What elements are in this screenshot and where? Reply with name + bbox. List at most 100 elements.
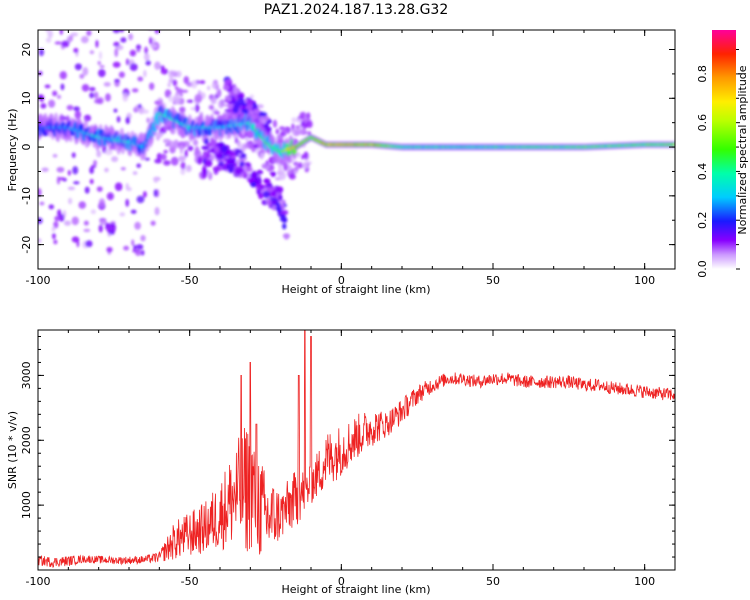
spectrogram-noise-blob (135, 244, 144, 250)
spectrogram-noise-blob (52, 154, 58, 158)
spectrogram-branch-blob (207, 142, 212, 147)
spectrogram-noise-blob (67, 169, 71, 176)
spectrogram-branch-blob (246, 177, 255, 183)
spectrogram-noise-blob (120, 37, 127, 43)
colorbar-tick-label: 0.2 (696, 211, 709, 229)
spectrogram-noise-blob (53, 221, 59, 229)
spectrogram-noise-blob (125, 198, 130, 207)
spectrogram-noise-blob (78, 201, 87, 209)
spectrogram-xtick-label: -100 (26, 274, 51, 287)
spectrogram-noise-blob (89, 166, 95, 174)
spectrogram-noise-blob (143, 53, 150, 61)
spectrogram-noise-blob (142, 191, 147, 198)
spectrogram-noise-blob (148, 25, 155, 30)
spectrogram-noise-blob (95, 40, 99, 48)
spectrogram-noise-blob (170, 156, 179, 166)
spectrogram-noise-blob (261, 163, 268, 169)
spectrogram-noise-blob (207, 85, 211, 91)
spectrogram-noise-blob (296, 151, 301, 159)
spectrogram-noise-blob (105, 93, 111, 102)
spectrogram-noise-blob (249, 94, 255, 99)
spectrogram-branch-blob (267, 182, 273, 189)
spectrogram-branch-blob (262, 190, 270, 199)
spectrogram-ylabel: Frequency (Hz) (6, 109, 19, 192)
spectrogram-noise-blob (300, 123, 308, 128)
spectrogram-noise-blob (179, 93, 183, 97)
spectrogram-noise-blob (38, 70, 43, 76)
spectrogram-noise-blob (113, 41, 120, 47)
spectrogram-noise-blob (128, 33, 134, 41)
spectrogram-noise-blob (293, 170, 298, 174)
spectrogram-noise-blob (83, 220, 89, 226)
spectrogram-noise-blob (73, 47, 79, 54)
spectrogram-noise-blob (112, 30, 121, 34)
spectrogram-noise-blob (168, 95, 173, 103)
spectrogram-noise-blob (112, 61, 121, 68)
spectrogram-branch-blob (234, 167, 243, 176)
spectrogram-noise-blob (173, 139, 180, 149)
snr-ytick-label: 2000 (20, 426, 33, 454)
spectrogram-branch-blob (283, 233, 290, 240)
spectrogram-ytick-label: -20 (20, 236, 33, 254)
spectrogram-noise-blob (153, 189, 158, 197)
spectrogram-noise-blob (156, 152, 162, 160)
spectrogram-noise-blob (271, 172, 276, 177)
colorbar-tick-label: 0.0 (696, 260, 709, 278)
spectrogram-frame (37, 29, 676, 270)
spectrogram-noise-blob (275, 128, 280, 135)
spectrogram-noise-blob (61, 17, 67, 24)
spectrogram-noise-blob (154, 61, 161, 70)
spectrogram-noise-blob (99, 65, 105, 69)
spectrogram-noise-blob (67, 186, 76, 191)
spectrogram-noise-blob (106, 246, 113, 253)
spectrogram-xtick-label: 100 (634, 274, 655, 287)
spectrogram-branch-blob (271, 189, 277, 197)
colorbar-tick-label: 0.8 (696, 65, 709, 83)
spectrogram-noise-blob (143, 69, 147, 78)
spectrogram-noise-blob (142, 109, 149, 114)
spectrogram-branch-blob (227, 151, 236, 157)
spectrogram-ridge-halo (141, 144, 147, 161)
snr-series-line (38, 330, 675, 569)
snr-ticks: -100 -50 0 50 100 1000 2000 3000 (20, 330, 676, 588)
spectrogram-branch-blob (246, 98, 254, 107)
spectrogram-noise-blob (154, 207, 160, 216)
spectrogram-ytick-label: 10 (20, 91, 33, 105)
spectrogram-noise-blob (300, 154, 305, 160)
spectrogram-noise-blob (187, 145, 194, 152)
spectrogram-noise-blob (144, 157, 150, 161)
spectrogram-noise-blob (293, 161, 299, 166)
spectrogram-xlabel: Height of straight line (km) (281, 283, 430, 296)
spectrogram-noise-blob (56, 94, 62, 100)
spectrogram-noise-blob (302, 161, 309, 169)
spectrogram-noise-blob (98, 198, 106, 207)
spectrogram-noise-blob (42, 15, 49, 20)
spectrogram-noise-blob (116, 116, 121, 123)
spectrogram-noise-blob (93, 91, 99, 99)
spectrogram-noise-blob (191, 80, 198, 89)
spectrogram-noise-blob (41, 167, 49, 172)
spectrogram-branch-blob (206, 151, 211, 159)
spectrogram-noise-blob (156, 5, 160, 11)
spectrogram-noise-blob (71, 236, 80, 243)
spectrogram-noise-blob (111, 156, 119, 163)
spectrogram-noise-blob (47, 21, 52, 25)
spectrogram-noise-blob (178, 155, 186, 162)
spectrogram-noise-blob (86, 30, 92, 36)
spectrogram-branch-blob (260, 184, 265, 191)
spectrogram-xtick-label: 50 (486, 274, 500, 287)
spectrogram-noise-blob (298, 161, 303, 169)
spectrogram-noise-blob (154, 30, 160, 34)
spectrogram-branch-blob (218, 161, 224, 167)
spectrogram-noise-blob (295, 125, 300, 129)
spectrogram-noise-blob (133, 244, 137, 251)
spectrogram-noise-blob (89, 178, 94, 185)
spectrogram-noise-blob (44, 84, 51, 89)
colorbar-label: Normalized spectral amplitude (736, 65, 749, 234)
snr-ytick-label: 1000 (20, 491, 33, 519)
spectrogram-branch-blob (239, 161, 245, 167)
spectrogram-branch-blob (210, 139, 217, 148)
spectrogram-image (38, 5, 675, 256)
spectrogram-noise-blob (210, 96, 217, 105)
spectrogram-noise-blob (98, 69, 106, 78)
